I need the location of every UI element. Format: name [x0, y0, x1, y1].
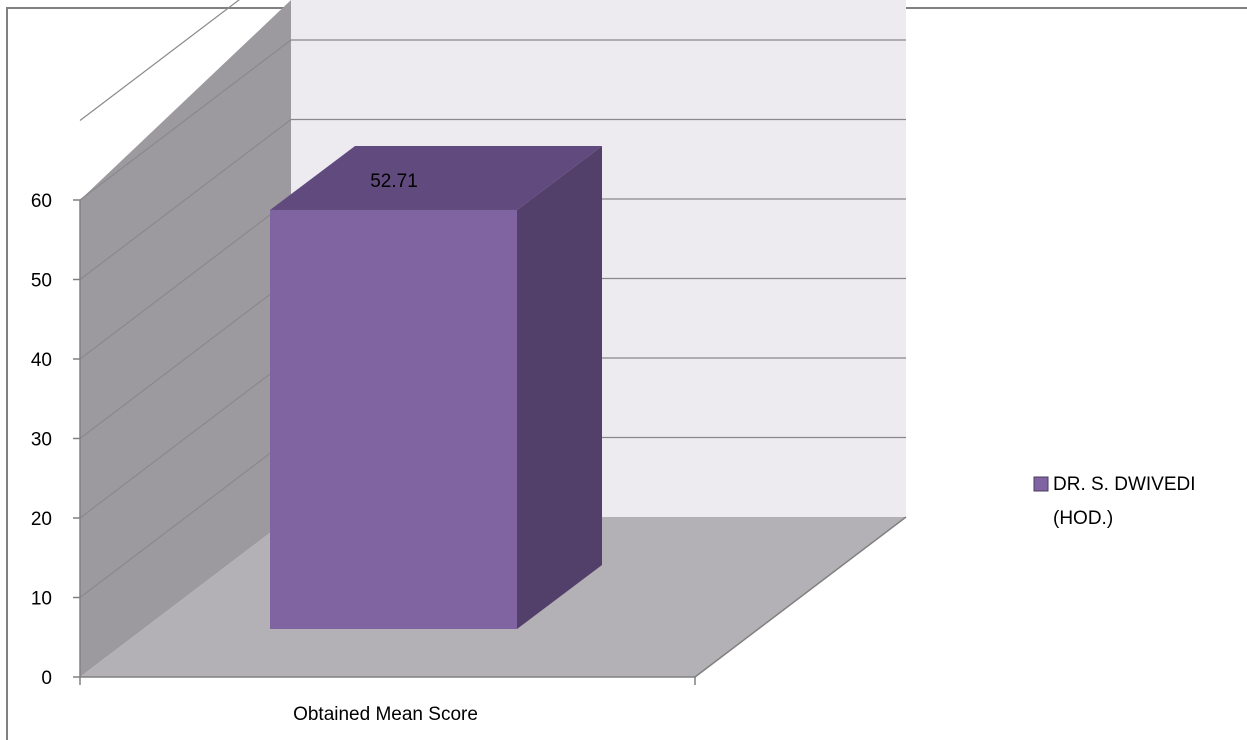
y-tick-label-3: 30: [31, 430, 52, 451]
x-tick-label-0: Obtained Mean Score: [293, 704, 478, 725]
y-tick-label-4: 40: [31, 350, 52, 371]
side-wall: [80, 0, 291, 677]
side-gridline-6: [79, 0, 240, 121]
data-label-0-0: 52.71: [370, 171, 418, 192]
y-tick-label-6: 60: [31, 191, 52, 212]
side-gridline-4: [79, 119, 292, 280]
legend-swatch-series-1: [1033, 476, 1049, 492]
x-tick-labels: Obtained Mean Score: [293, 704, 478, 725]
y-tick-label-1: 10: [31, 589, 52, 610]
legend: DR. S. DWIVEDI (HOD.): [1033, 474, 1196, 529]
legend-label-line-1: DR. S. DWIVEDI: [1053, 474, 1196, 495]
y-tick-label-2: 20: [31, 509, 52, 530]
y-tick-labels: 0 10 20 30 40 50 60: [31, 191, 52, 689]
bar-side-face: [517, 145, 602, 629]
y-tick-label-0: 0: [41, 668, 52, 689]
floor-edge-line: [694, 516, 907, 678]
bar-top-face: [270, 145, 602, 210]
y-tick-label-5: 50: [31, 271, 52, 292]
axes: [73, 199, 907, 685]
bar-front-face: [270, 209, 517, 629]
bars: 52.71: [270, 145, 602, 629]
side-gridline-2: [79, 278, 292, 439]
side-gridline-0: [79, 437, 292, 598]
side-gridline-5: [79, 39, 292, 201]
side-gridline-1: [79, 357, 292, 519]
bar-0-0: 52.71: [270, 145, 602, 629]
side-gridline-3: [79, 198, 292, 360]
legend-label-line-2: (HOD.): [1053, 508, 1113, 529]
